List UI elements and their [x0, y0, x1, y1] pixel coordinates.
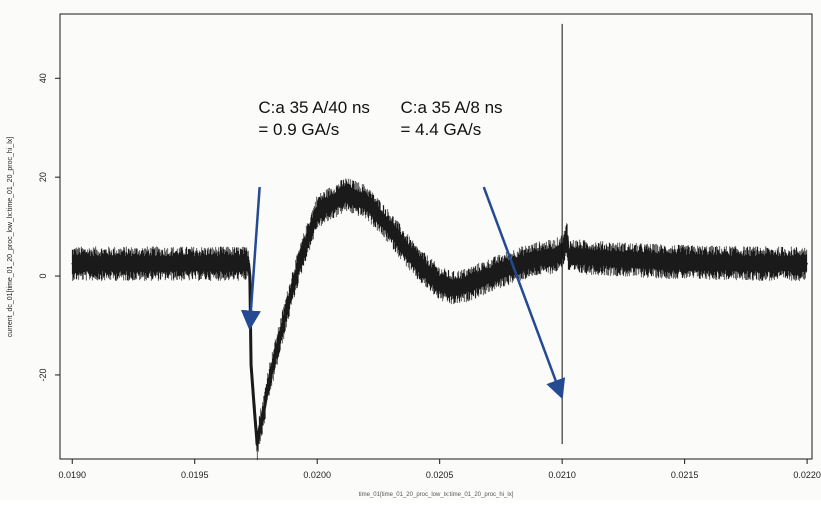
annotation-0-line-1: = 0.9 GA/s: [258, 120, 339, 139]
plot-data-layer: [71, 23, 808, 461]
series-0-point: [365, 201, 367, 203]
series-0-noise-band: [71, 178, 808, 461]
x-tick-label: 0.0215: [671, 470, 699, 480]
series-0-point: [389, 228, 392, 230]
series-0-point: [257, 433, 260, 436]
series-0-point: [567, 255, 570, 258]
series-0-point: [566, 235, 568, 238]
x-tick-label: 0.0210: [548, 470, 576, 480]
series-0-point: [634, 259, 637, 262]
series-0-point: [267, 384, 270, 386]
series-0-point: [683, 261, 686, 264]
plot-frame: [59, 13, 813, 460]
series-0-point: [262, 413, 265, 416]
series-0-point: [732, 262, 735, 265]
series-0-point: [414, 260, 416, 263]
annotation-0-line-0: C:a 35 A/40 ns: [258, 98, 370, 117]
series-0-point: [291, 285, 294, 287]
y-tick-label: 0: [38, 274, 48, 279]
series-0-trace: [72, 192, 808, 446]
series-0-point: [585, 256, 588, 259]
series-0-point: [571, 255, 573, 258]
series-0-point: [71, 262, 74, 265]
series-0-point: [708, 261, 710, 264]
series-0-point: [536, 257, 539, 260]
annotation-0-arrow: [240, 186, 261, 331]
series-0-point: [255, 428, 257, 431]
series-0-point: [316, 210, 319, 213]
annotation-1-line-0: C:a 35 A/8 ns: [400, 98, 502, 117]
series-0-point: [451, 287, 453, 290]
y-tick-label: 40: [38, 73, 48, 83]
y-axis-label: current_dc_01[time_01_20_proc_low_lx:tim…: [7, 137, 14, 337]
annotation-1-line-1: = 4.4 GA/s: [400, 120, 481, 139]
axes: 0.0190 0.0195 0.0200 0.0205 0.0210 0.0215 0.02…: [38, 73, 821, 480]
x-tick-label: 0.0220: [793, 470, 821, 480]
x-tick-label: 0.0205: [426, 470, 454, 480]
series-0-point: [554, 255, 556, 258]
x-tick-label: 0.0195: [181, 470, 209, 480]
series-0-point: [279, 334, 282, 337]
series-0-point: [781, 262, 784, 265]
annotations: C:a 35 A/40 ns = 0.9 GA/s C:a 35 A/8 ns = 4…: [240, 98, 566, 400]
series-0-point: [659, 260, 661, 263]
series-0-point: [253, 413, 256, 416]
annotation-1-arrow: [482, 186, 566, 400]
series-0-point: [256, 443, 258, 445]
y-tick-label: -20: [38, 368, 48, 381]
series-0-point: [438, 282, 441, 285]
series-0-point: [487, 275, 490, 277]
series-0-point: [806, 262, 808, 265]
series-0-point: [757, 262, 759, 265]
series-0-point: [250, 364, 252, 366]
x-tick-label: 0.0200: [303, 470, 331, 480]
series-0-point: [610, 257, 612, 260]
series-0-point: [463, 285, 465, 287]
x-tick-label: 0.0190: [58, 470, 86, 480]
x-axis-label: time_01[time_01_20_proc_low_lx:time_01_2…: [359, 492, 514, 498]
series-0-point: [304, 245, 306, 248]
series-0-point: [563, 245, 566, 248]
y-tick-label: 20: [38, 172, 48, 182]
series-0-point: [247, 262, 250, 265]
series-0-point: [344, 193, 347, 196]
series-0-point: [249, 275, 251, 277]
